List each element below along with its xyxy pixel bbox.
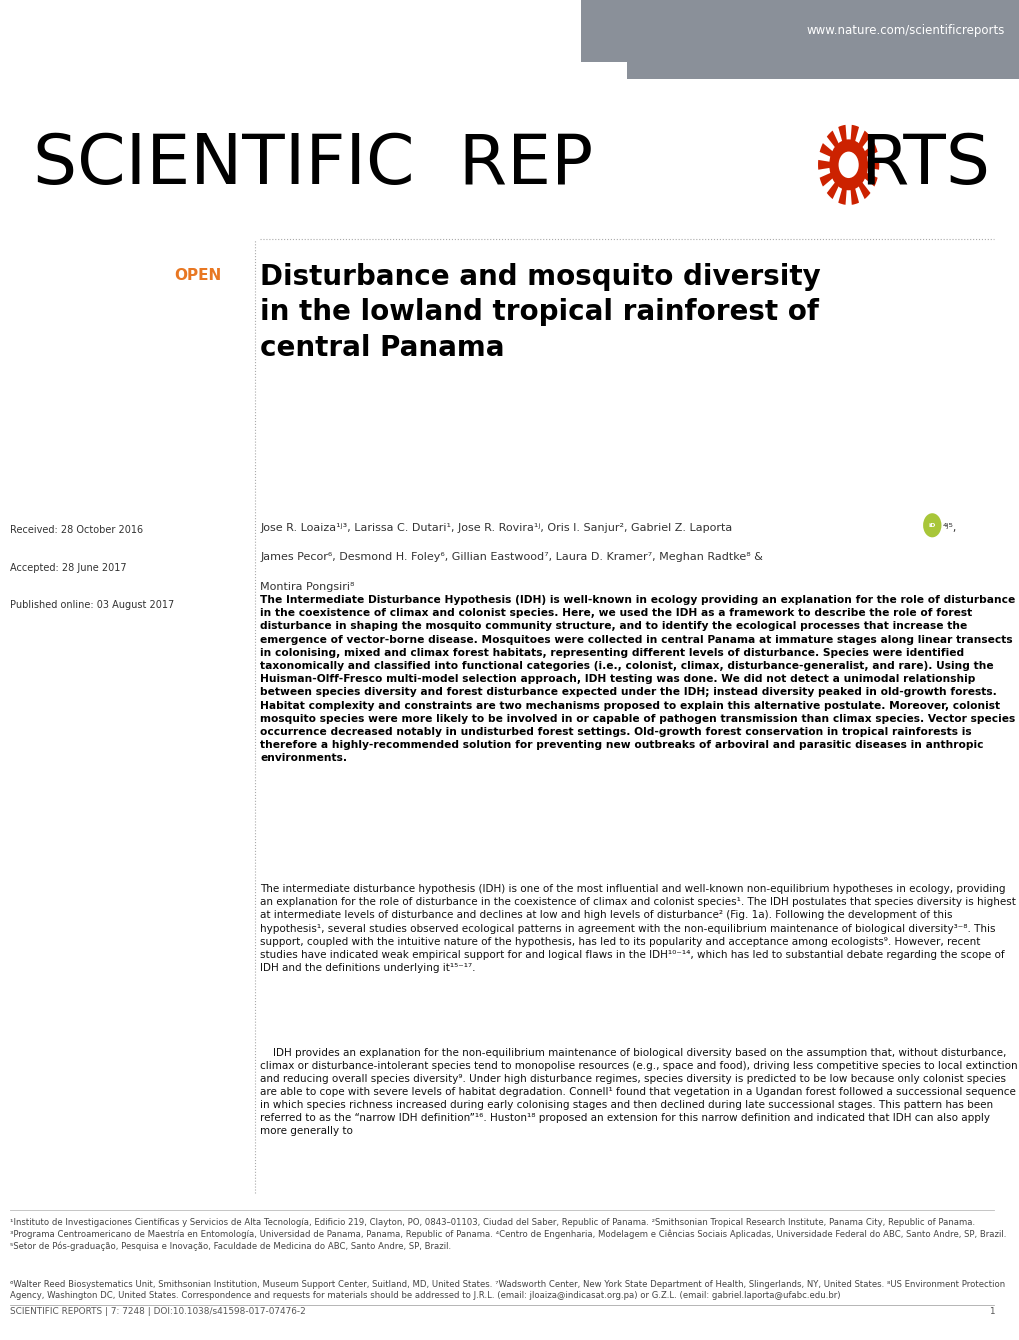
Wedge shape (817, 159, 848, 170)
Text: ⁴ʲ⁵,: ⁴ʲ⁵, (942, 523, 956, 532)
Text: OPEN: OPEN (174, 268, 221, 283)
Bar (627, 62, 1019, 79)
Text: The Intermediate Disturbance Hypothesis (IDH) is well-known in ecology providing: The Intermediate Disturbance Hypothesis … (260, 595, 1014, 764)
Bar (581, 0, 1019, 62)
Wedge shape (819, 165, 848, 186)
Text: www.nature.com/scientificreports: www.nature.com/scientificreports (806, 24, 1004, 38)
Wedge shape (826, 165, 848, 200)
Wedge shape (819, 143, 848, 165)
Text: iD: iD (927, 523, 935, 528)
Text: SCIENTIFIC REPORTS | 7: 7248 | DOI:10.1038/s41598-017-07476-2: SCIENTIFIC REPORTS | 7: 7248 | DOI:10.10… (10, 1306, 306, 1316)
Text: Jose R. Loaiza¹ʲ³, Larissa C. Dutari¹, Jose R. Rovira¹ʲ, Oris I. Sanjur², Gabrie: Jose R. Loaiza¹ʲ³, Larissa C. Dutari¹, J… (260, 523, 732, 532)
Text: Received: 28 October 2016: Received: 28 October 2016 (10, 525, 144, 535)
Text: IDH provides an explanation for the non-equilibrium maintenance of biological di: IDH provides an explanation for the non-… (260, 1048, 1017, 1136)
Wedge shape (826, 130, 848, 165)
Text: James Pecor⁶, Desmond H. Foley⁶, Gillian Eastwood⁷, Laura D. Kramer⁷, Meghan Rad: James Pecor⁶, Desmond H. Foley⁶, Gillian… (260, 552, 762, 561)
Text: ¹Instituto de Investigaciones Científicas y Servicios de Alta Tecnología, Edific: ¹Instituto de Investigaciones Científica… (10, 1218, 1006, 1250)
Wedge shape (848, 159, 878, 170)
Text: Published online: 03 August 2017: Published online: 03 August 2017 (10, 600, 174, 610)
Wedge shape (848, 165, 876, 186)
Text: RTS: RTS (859, 131, 988, 198)
Text: The intermediate disturbance hypothesis (IDH) is one of the most influential and: The intermediate disturbance hypothesis … (260, 884, 1015, 973)
Text: Montira Pongsiri⁸: Montira Pongsiri⁸ (260, 582, 355, 591)
Text: SCIENTIFIC  REP: SCIENTIFIC REP (33, 131, 592, 198)
Circle shape (828, 139, 867, 190)
Wedge shape (848, 125, 858, 165)
Wedge shape (848, 165, 858, 205)
Text: Accepted: 28 June 2017: Accepted: 28 June 2017 (10, 563, 126, 572)
Circle shape (838, 151, 858, 178)
Text: 1: 1 (987, 1306, 994, 1316)
Wedge shape (838, 165, 848, 205)
Text: ⁶Walter Reed Biosystematics Unit, Smithsonian Institution, Museum Support Center: ⁶Walter Reed Biosystematics Unit, Smiths… (10, 1280, 1005, 1300)
Circle shape (922, 513, 941, 537)
Wedge shape (848, 130, 869, 165)
Wedge shape (848, 165, 869, 200)
Wedge shape (838, 125, 848, 165)
Text: Disturbance and mosquito diversity
in the lowland tropical rainforest of
central: Disturbance and mosquito diversity in th… (260, 263, 820, 362)
Wedge shape (848, 143, 876, 165)
